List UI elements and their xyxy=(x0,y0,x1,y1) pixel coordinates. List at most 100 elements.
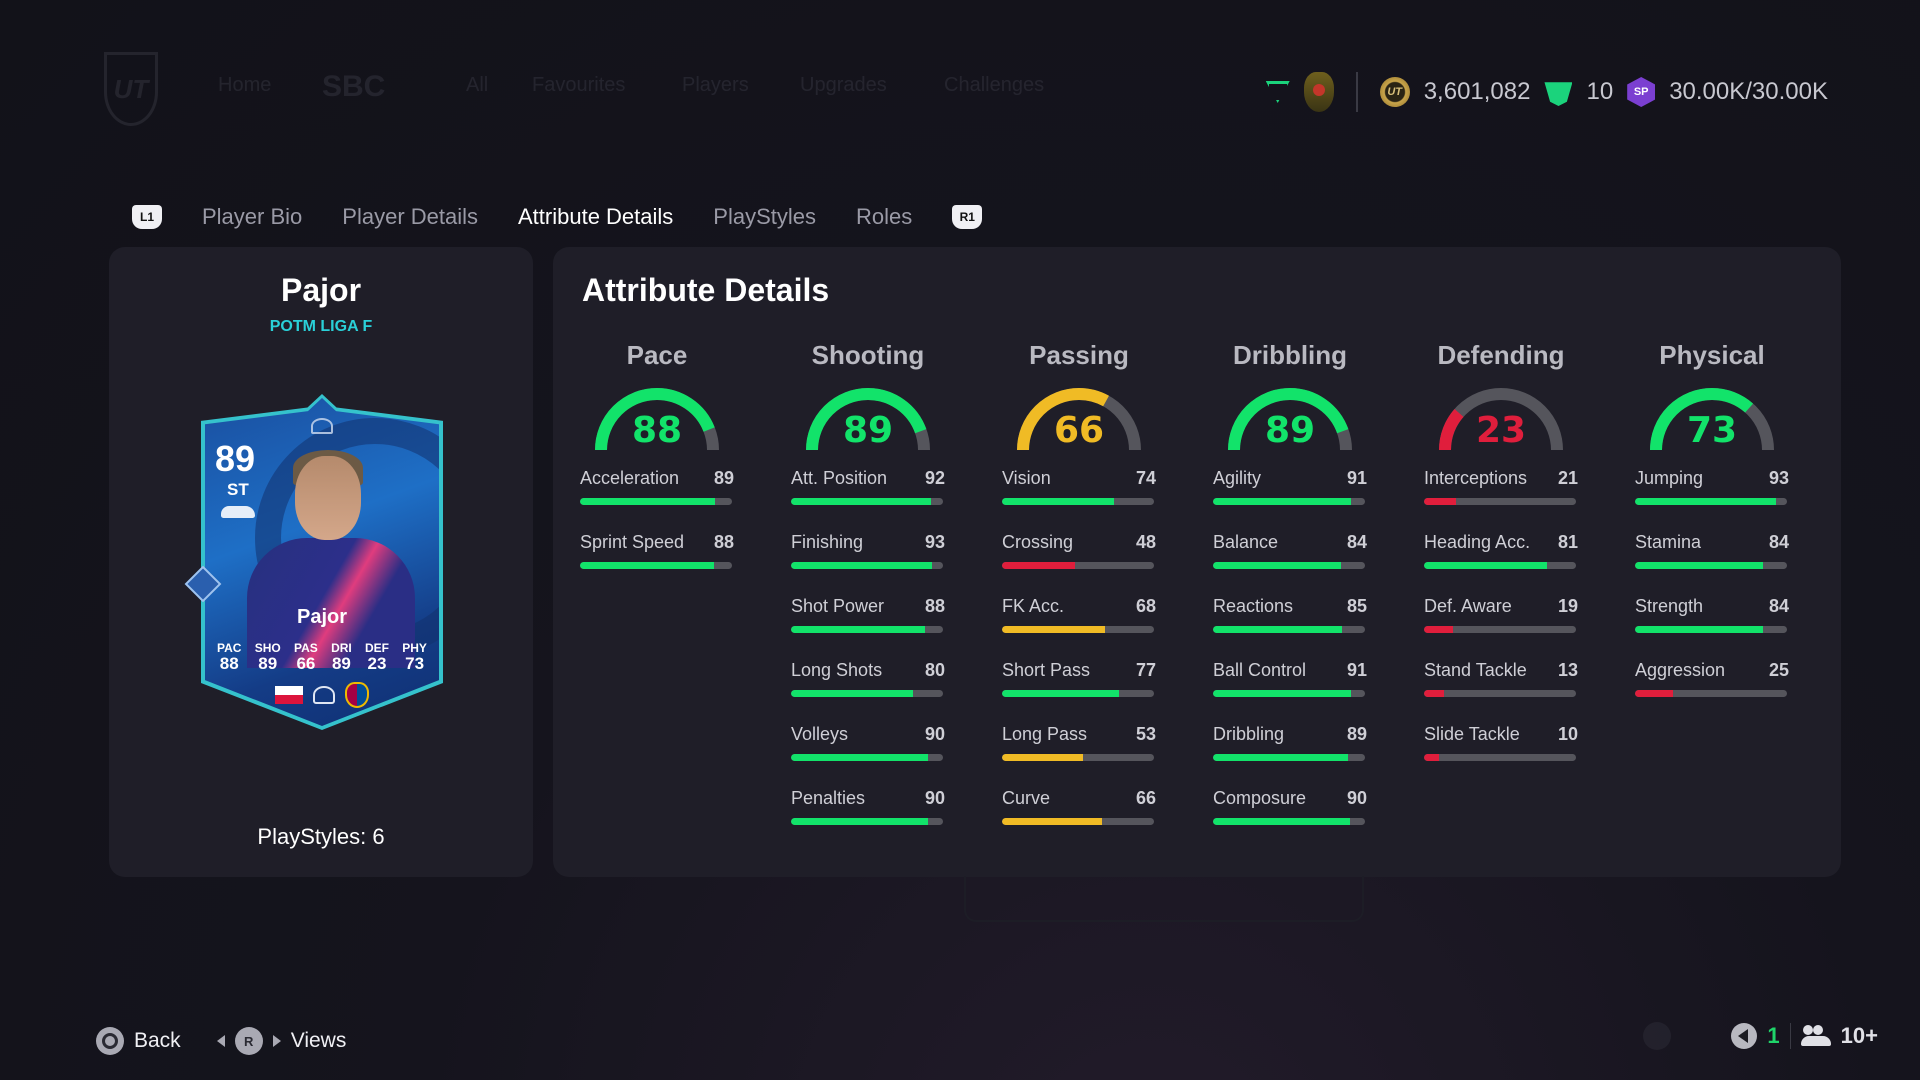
attribute-name: Att. Position xyxy=(791,468,888,488)
attribute-bar xyxy=(791,498,943,505)
attribute-name: Long Shots xyxy=(791,660,883,680)
attribute-bar xyxy=(580,562,732,569)
attribute-bar xyxy=(1002,626,1154,633)
divider xyxy=(1355,72,1358,112)
attribute-row: Crossing 48 xyxy=(1002,532,1156,596)
attribute-name: Curve xyxy=(1002,788,1051,808)
attribute-name: Short Pass xyxy=(1002,660,1091,680)
card-stats: PAC 88 SHO 89 PAS 66 DRI 89 DEF 23 PHY 73 xyxy=(217,642,427,672)
attribute-row: Def. Aware 19 xyxy=(1424,596,1578,660)
arrow-right-icon xyxy=(272,1035,281,1047)
back-button[interactable]: Back xyxy=(134,1029,181,1052)
category-title: Pace xyxy=(626,340,688,370)
attribute-bar-fill xyxy=(1424,754,1440,761)
circle-button-icon[interactable] xyxy=(96,1027,124,1055)
attribute-row: Stand Tackle 13 xyxy=(1424,660,1578,724)
attribute-row: FK Acc. 68 xyxy=(1002,596,1156,660)
attribute-bar-fill xyxy=(1213,690,1352,697)
friends-icon[interactable] xyxy=(1800,1025,1831,1047)
attribute-value: 84 xyxy=(1768,596,1789,616)
attribute-name: Interceptions xyxy=(1424,468,1528,488)
card-rating: 89 xyxy=(215,438,256,479)
attribute-bar xyxy=(791,818,943,825)
attribute-bar xyxy=(791,626,943,633)
attribute-name: Jumping xyxy=(1635,468,1704,488)
attribute-bar-fill xyxy=(1002,754,1083,761)
category-rating: 73 xyxy=(1686,410,1738,451)
right-stick-icon[interactable]: R xyxy=(234,1027,263,1055)
tab-attribute-details[interactable]: Attribute Details xyxy=(518,204,674,229)
category-title: Passing xyxy=(1029,340,1129,370)
attribute-name: Penalties xyxy=(791,788,866,808)
attribute-row: Long Shots 80 xyxy=(791,660,945,724)
attribute-bar-fill xyxy=(1635,498,1777,505)
attribute-bar xyxy=(1424,498,1576,505)
league-liga-f-icon xyxy=(313,686,335,704)
attribute-value: 89 xyxy=(1346,724,1367,744)
attribute-list: Jumping 93 Stamina 84 Strength 84 Aggression 25 xyxy=(1635,468,1789,724)
ea-logo-icon xyxy=(1643,1022,1672,1050)
attribute-bar xyxy=(1002,498,1154,505)
rating-gauge: 66 xyxy=(1014,384,1144,456)
player-card[interactable]: 89 ST Pajor PAC 88 SHO 89 PAS 66 DRI 89 DEF 2… xyxy=(205,398,439,726)
category-shooting: Shooting 89 Att. Position 92 Finishing 93 Sho… xyxy=(791,340,945,852)
tab-playstyles[interactable]: PlayStyles xyxy=(713,204,817,229)
attribute-bar xyxy=(1424,626,1576,633)
attribute-row: Volleys 90 xyxy=(791,724,945,788)
card-stat-def: DEF 23 xyxy=(365,641,389,673)
attribute-value: 88 xyxy=(924,596,945,616)
attribute-bar xyxy=(1424,754,1576,761)
attribute-name: Crossing xyxy=(1002,532,1074,552)
attribute-row: Acceleration 89 xyxy=(580,468,734,532)
attribute-row: Strength 84 xyxy=(1635,596,1789,660)
attribute-value: 13 xyxy=(1557,660,1578,680)
attribute-bar-fill xyxy=(1002,818,1103,825)
tab-roles[interactable]: Roles xyxy=(856,204,913,229)
attribute-bar xyxy=(1002,690,1154,697)
card-player-name: Pajor xyxy=(296,606,348,628)
category-rating: 23 xyxy=(1475,410,1527,451)
section-title: Attribute Details xyxy=(582,272,830,308)
card-badges xyxy=(205,682,439,708)
notification-icon[interactable] xyxy=(1731,1023,1758,1049)
attribute-value: 77 xyxy=(1135,660,1156,680)
attribute-list: Agility 91 Balance 84 Reactions 85 Ball Contro… xyxy=(1213,468,1367,852)
attribute-value: 91 xyxy=(1346,660,1367,680)
category-title: Defending xyxy=(1437,340,1565,370)
attribute-bar xyxy=(1002,818,1154,825)
background-frame xyxy=(964,876,1364,922)
attribute-name: Def. Aware xyxy=(1424,596,1512,616)
player-name: Pajor xyxy=(280,272,362,308)
tab-player-bio[interactable]: Player Bio xyxy=(202,204,303,229)
r1-bumper-icon[interactable]: R1 xyxy=(952,205,983,229)
bg-nav-favourites: Favourites xyxy=(532,74,626,96)
rating-gauge: 89 xyxy=(1225,384,1355,456)
l1-bumper-icon[interactable]: L1 xyxy=(132,205,162,229)
attribute-bar-fill xyxy=(1635,626,1763,633)
attribute-name: Sprint Speed xyxy=(580,532,685,552)
season-points-balance: 30.00K/30.00K xyxy=(1669,78,1828,105)
footer-controls: Back R Views xyxy=(96,1027,346,1055)
tab-bar: L1 Player Bio Player Details Attribute D… xyxy=(132,204,983,230)
views-button[interactable]: Views xyxy=(290,1029,347,1052)
attribute-bar xyxy=(1213,562,1365,569)
attribute-row: Reactions 85 xyxy=(1213,596,1367,660)
tab-player-details[interactable]: Player Details xyxy=(342,204,478,229)
attribute-bar xyxy=(791,562,943,569)
card-stat-phy: PHY 73 xyxy=(402,641,427,673)
attribute-bar xyxy=(1213,818,1365,825)
attribute-value: 92 xyxy=(924,468,945,488)
attribute-value: 68 xyxy=(1135,596,1156,616)
nation-flag-poland-icon xyxy=(275,686,303,704)
attribute-value: 84 xyxy=(1346,532,1367,552)
attribute-bar xyxy=(791,690,943,697)
rating-gauge: 73 xyxy=(1647,384,1777,456)
attribute-bar xyxy=(1213,690,1365,697)
category-physical: Physical 73 Jumping 93 Stamina 84 Strength 84 A… xyxy=(1635,340,1789,724)
attribute-bar-fill xyxy=(791,690,913,697)
category-passing: Passing 66 Vision 74 Crossing 48 FK Acc. 68 Sho… xyxy=(1002,340,1156,852)
attribute-value: 74 xyxy=(1135,468,1156,488)
attribute-value: 53 xyxy=(1135,724,1156,744)
division-rank-icon xyxy=(1265,81,1290,103)
category-rating: 89 xyxy=(1264,410,1316,451)
